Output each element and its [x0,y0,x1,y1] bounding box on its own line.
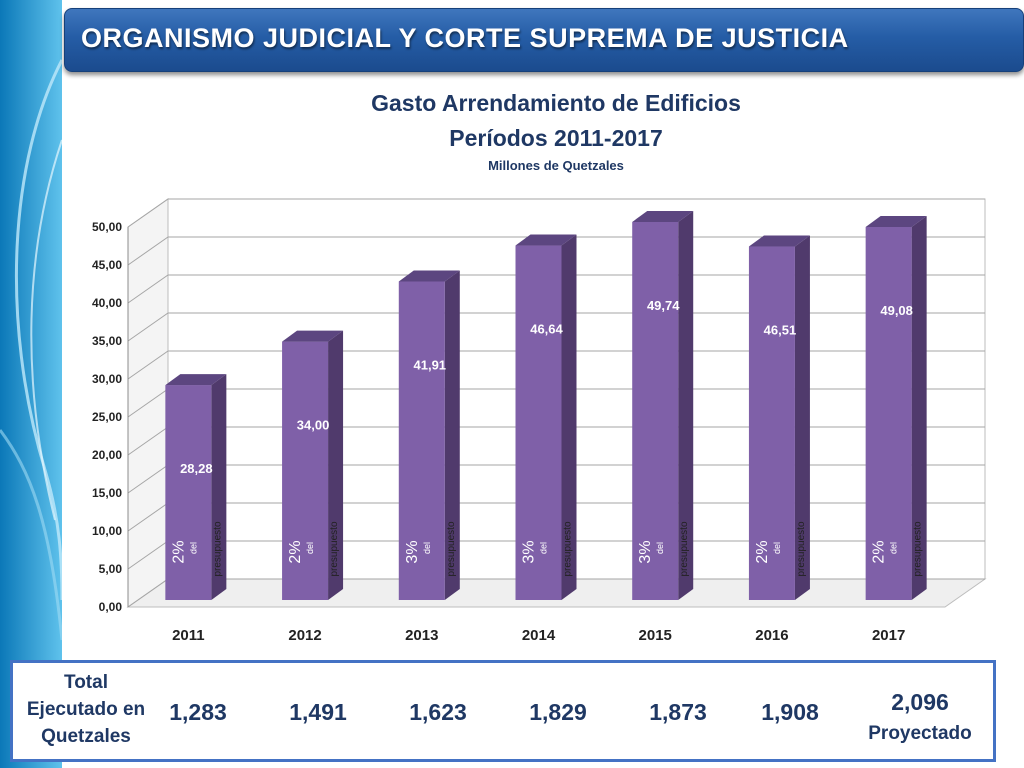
bar-chart: 0,00 5,00 10,00 15,00 20,00 25,00 30,00 35,00 40… [92,198,987,644]
bar [632,221,679,600]
budget-percent-label: 2% [170,540,187,563]
gridline [127,312,985,342]
bar-value-label: 34,00 [297,418,330,433]
y-tick-label: 15,00 [92,486,122,500]
header-banner: ORGANISMO JUDICIAL Y CORTE SUPREMA DE JU… [64,8,1024,72]
bar-top [398,270,460,282]
budget-presupuesto-label: presupuesto [679,521,690,576]
bar [398,281,445,600]
decorative-side-panel [0,0,62,768]
total-value-2017: 2,096 [891,689,949,715]
total-value-2014: 1,829 [529,699,587,725]
budget-del-label: del [188,542,198,554]
x-tick-label: 2016 [755,627,788,644]
chart-subtitle: Períodos 2011-2017 [449,125,663,151]
totals-panel: Total Ejecutado en Quetzales 1,283 1,491… [10,660,996,762]
bar [165,385,212,600]
bar-value-label: 46,51 [764,323,797,338]
totals-label-line: Quetzales [41,726,131,747]
bar [282,341,329,600]
budget-del-label: del [655,542,665,554]
y-tick-label: 50,00 [92,220,122,234]
y-tick-label: 45,00 [92,258,122,272]
x-tick-label: 2014 [522,627,556,644]
budget-percent-label: 3% [404,540,421,563]
total-value-2013: 1,623 [409,699,467,725]
bar-value-label: 49,08 [880,303,913,318]
budget-del-label: del [772,542,782,554]
total-value-2015: 1,873 [649,699,707,725]
y-tick-label: 10,00 [92,524,122,538]
bar-top [515,234,577,246]
totals-label: Total Ejecutado en Quetzales [21,669,151,750]
budget-percent-label: 2% [287,540,304,563]
budget-presupuesto-label: presupuesto [329,521,340,576]
y-tick-label: 40,00 [92,296,122,310]
budget-percent-label: 2% [871,540,888,563]
budget-percent-label: 3% [637,540,654,563]
x-tick-label: 2013 [405,627,438,644]
budget-percent-label: 3% [521,540,538,563]
y-tick-label: 20,00 [92,448,122,462]
y-tick-label: 25,00 [92,410,122,424]
chart-units-label: Millones de Quetzales [488,158,624,173]
bar-side [328,330,344,600]
projected-label: Proyectado [868,723,972,744]
y-tick-label: 0,00 [99,600,123,614]
bar-side [561,234,577,600]
gridline [127,350,985,380]
x-tick-label: 2017 [872,627,905,644]
total-value-2011: 1,283 [169,699,227,725]
bar-side [911,215,927,600]
total-value-2012: 1,491 [289,699,347,725]
budget-del-label: del [539,542,549,554]
totals-label-line: Ejecutado en [26,699,146,720]
bar-value-label: 49,74 [647,298,680,313]
budget-del-label: del [305,542,315,554]
gridline [127,236,985,266]
budget-del-label: del [889,542,899,554]
bar-top [165,374,227,386]
bar-value-label: 46,64 [530,322,563,337]
y-tick-label: 30,00 [92,372,122,386]
bar-top [865,215,927,227]
y-tick-label: 35,00 [92,334,122,348]
totals-label-line: Total [64,672,108,693]
budget-presupuesto-label: presupuesto [446,521,457,576]
bar [515,245,562,600]
bar-side [794,235,810,601]
bar-side [678,210,694,600]
budget-presupuesto-label: presupuesto [563,521,574,576]
bar-side [444,270,460,600]
x-tick-label: 2011 [172,627,205,644]
bar-top [748,235,810,247]
x-tick-label: 2015 [639,627,672,644]
bar-top [282,330,344,342]
budget-presupuesto-label: presupuesto [212,521,223,576]
budget-presupuesto-label: presupuesto [796,521,807,576]
bar-value-label: 41,91 [414,357,447,372]
bar [748,246,795,601]
gridline [127,198,985,228]
y-tick-label: 5,00 [99,562,123,576]
total-value-2016: 1,908 [761,699,819,725]
gridline [127,274,985,304]
bar-side [211,374,227,600]
bar-top [632,210,694,222]
budget-presupuesto-label: presupuesto [913,521,924,576]
bar-value-label: 28,28 [180,461,213,476]
header-title: ORGANISMO JUDICIAL Y CORTE SUPREMA DE JU… [81,23,849,53]
x-tick-label: 2012 [288,627,321,644]
budget-del-label: del [422,542,432,554]
chart-title: Gasto Arrendamiento de Edificios [371,90,741,116]
bar [865,226,912,600]
budget-percent-label: 2% [754,540,771,563]
